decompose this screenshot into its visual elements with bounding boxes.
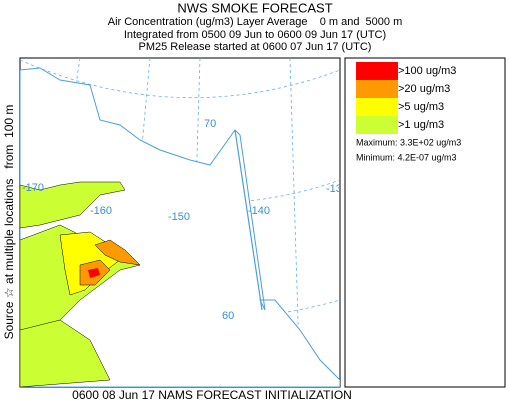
border bbox=[234, 129, 263, 311]
legend-swatch bbox=[356, 80, 398, 98]
graticule-label: 70 bbox=[204, 118, 216, 130]
graticule-label: -130 bbox=[326, 183, 348, 195]
smoke bbox=[94, 239, 141, 266]
smoke bbox=[88, 268, 100, 278]
legend-swatch bbox=[356, 98, 398, 116]
footer: 0600 08 Jun 17 NAMS FORECAST INITIALIZAT… bbox=[72, 388, 352, 401]
legend-label: >5 ug/m3 bbox=[398, 101, 444, 113]
subtitle: Air Concentration (ug/m3) Layer Average … bbox=[108, 16, 403, 28]
subtitle: PM25 Release started at 0600 07 Jun 17 (… bbox=[139, 41, 372, 53]
smoke bbox=[20, 181, 126, 229]
legend: >100 ug/m3 >20 ug/m3 >5 ug/m3 >1 ug/m3 bbox=[356, 62, 456, 134]
legend-swatch bbox=[356, 62, 398, 80]
map: -170 -160 -150 -140 -130 70 60 bbox=[19, 57, 348, 388]
graticule-label: -140 bbox=[248, 205, 270, 217]
legend-label: >20 ug/m3 bbox=[398, 83, 450, 95]
minimum: Minimum: 4.2E-07 ug/m3 bbox=[356, 152, 457, 162]
title: NWS SMOKE FORECAST bbox=[177, 0, 332, 15]
graticule-label: -170 bbox=[22, 182, 44, 194]
legend-label: >100 ug/m3 bbox=[398, 65, 456, 77]
graticule-label: -160 bbox=[90, 205, 112, 217]
graticule-label: -150 bbox=[168, 211, 190, 223]
graticule-label: 60 bbox=[222, 310, 234, 322]
side-label: Source ☆ at multiple locations from 100 … bbox=[2, 105, 16, 340]
subtitle: Integrated from 0500 09 Jun to 0600 09 J… bbox=[124, 29, 386, 41]
smoke bbox=[20, 319, 111, 387]
legend-swatch bbox=[356, 116, 398, 134]
maximum: Maximum: 3.3E+02 ug/m3 bbox=[356, 137, 461, 147]
legend-label: >1 ug/m3 bbox=[398, 119, 444, 131]
